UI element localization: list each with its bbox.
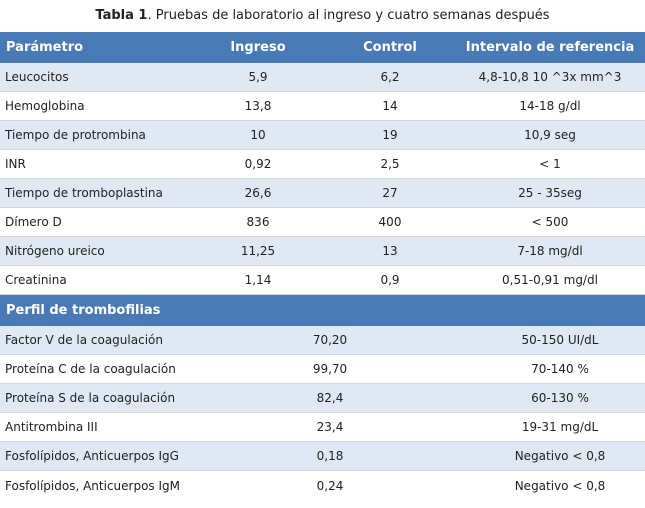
- row-control: 400: [378, 215, 402, 229]
- row-param: Hemoglobina: [5, 99, 85, 113]
- table-row: Creatinina 1,14 0,9 0,51-0,91 mg/dl: [0, 266, 645, 295]
- row-param: Dímero D: [5, 215, 62, 229]
- row-ingreso: 13,8: [244, 99, 272, 113]
- row-ref: 19-31 mg/dL: [521, 420, 599, 434]
- row-param: Factor V de la coagulación: [5, 333, 163, 347]
- row-ref: Negativo < 0,8: [514, 479, 606, 493]
- caption-label: Tabla 1: [95, 8, 148, 23]
- row-ingreso: 5,9: [248, 70, 268, 84]
- row-ref: 50-150 UI/dL: [521, 333, 599, 347]
- section-header-trombofilias: Perfil de trombofilias: [0, 295, 645, 326]
- row-param: Tiempo de protrombina: [5, 128, 146, 142]
- row-ref: 0,51-0,91 mg/dl: [502, 273, 598, 287]
- row-ref: 10,9 seg: [524, 128, 576, 142]
- row-control: 2,5: [380, 157, 400, 171]
- row-value: 0,24: [316, 479, 344, 493]
- row-control: 27: [382, 186, 398, 200]
- row-ref: 25 - 35seg: [518, 186, 582, 200]
- row-control: 0,9: [380, 273, 400, 287]
- row-param: Creatinina: [5, 273, 67, 287]
- row-value: 82,4: [316, 391, 344, 405]
- row-ingreso: 10: [250, 128, 266, 142]
- row-control: 13: [382, 244, 398, 258]
- row-ref: 14-18 g/dl: [519, 99, 581, 113]
- row-ref: < 500: [531, 215, 569, 229]
- table-row: Tiempo de protrombina 10 19 10,9 seg: [0, 121, 645, 150]
- table-row: Proteína S de la coagulación 82,4 60-130…: [0, 384, 645, 413]
- row-param: Antitrombina III: [5, 420, 98, 434]
- header-control: Control: [363, 40, 417, 55]
- row-ref: 70-140 %: [531, 362, 589, 376]
- table-row: INR 0,92 2,5 < 1: [0, 150, 645, 179]
- row-ingreso: 836: [246, 215, 270, 229]
- header-parametro: Parámetro: [6, 40, 84, 55]
- table-row: Hemoglobina 13,8 14 14-18 g/dl: [0, 92, 645, 121]
- table-row: Fosfolípidos, Anticuerpos IgG 0,18 Negat…: [0, 442, 645, 471]
- table-row: Fosfolípidos, Anticuerpos IgM 0,24 Negat…: [0, 471, 645, 502]
- row-ingreso: 26,6: [244, 186, 272, 200]
- row-control: 14: [382, 99, 398, 113]
- row-control: 19: [382, 128, 398, 142]
- row-ingreso: 11,25: [240, 244, 276, 258]
- table-header: Parámetro Ingreso Control Intervalo de r…: [0, 32, 645, 63]
- row-ref: 7-18 mg/dl: [517, 244, 583, 258]
- header-intervalo: Intervalo de referencia: [465, 40, 635, 55]
- table-row: Proteína C de la coagulación 99,70 70-14…: [0, 355, 645, 384]
- row-param: INR: [5, 157, 26, 171]
- row-ingreso: 0,92: [244, 157, 272, 171]
- row-value: 0,18: [316, 449, 344, 463]
- table-row: Leucocitos 5,9 6,2 4,8-10,8 10 ^3x mm^3: [0, 63, 645, 92]
- caption-text: . Pruebas de laboratorio al ingreso y cu…: [147, 8, 550, 23]
- row-value: 70,20: [312, 333, 348, 347]
- table-caption: Tabla 1. Pruebas de laboratorio al ingre…: [0, 0, 645, 32]
- row-param: Nitrógeno ureico: [5, 244, 105, 258]
- table-row: Dímero D 836 400 < 500: [0, 208, 645, 237]
- section-title: Perfil de trombofilias: [6, 303, 161, 318]
- table-row: Factor V de la coagulación 70,20 50-150 …: [0, 326, 645, 355]
- table-row: Antitrombina III 23,4 19-31 mg/dL: [0, 413, 645, 442]
- row-param: Tiempo de tromboplastina: [5, 186, 163, 200]
- table-row: Nitrógeno ureico 11,25 13 7-18 mg/dl: [0, 237, 645, 266]
- row-param: Proteína C de la coagulación: [5, 362, 176, 376]
- header-ingreso: Ingreso: [230, 40, 286, 55]
- row-ref: Negativo < 0,8: [514, 449, 606, 463]
- row-value: 99,70: [312, 362, 348, 376]
- row-param: Fosfolípidos, Anticuerpos IgG: [5, 449, 179, 463]
- row-ref: < 1: [539, 157, 561, 171]
- row-ref: 60-130 %: [531, 391, 589, 405]
- row-ref: 4,8-10,8 10 ^3x mm^3: [478, 70, 622, 84]
- table-row: Tiempo de tromboplastina 26,6 27 25 - 35…: [0, 179, 645, 208]
- row-param: Proteína S de la coagulación: [5, 391, 176, 405]
- row-value: 23,4: [316, 420, 344, 434]
- row-control: 6,2: [380, 70, 400, 84]
- row-param: Fosfolípidos, Anticuerpos IgM: [5, 479, 181, 493]
- row-ingreso: 1,14: [244, 273, 272, 287]
- row-param: Leucocitos: [5, 70, 69, 84]
